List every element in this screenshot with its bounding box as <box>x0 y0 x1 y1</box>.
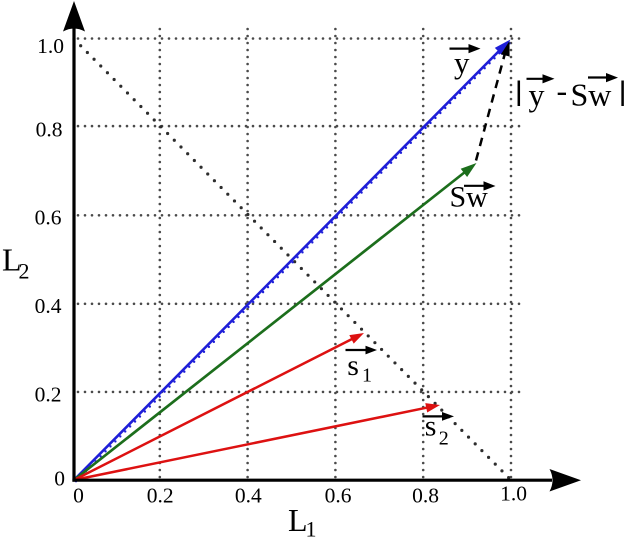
svg-text:L: L <box>288 502 308 537</box>
svg-text:0: 0 <box>54 466 65 490</box>
svg-text:0.6: 0.6 <box>325 483 352 507</box>
svg-text:L: L <box>2 242 22 278</box>
svg-text:0.2: 0.2 <box>147 483 174 507</box>
svg-text:y: y <box>529 77 545 113</box>
svg-text:2: 2 <box>439 427 449 449</box>
svg-text:y: y <box>454 45 470 80</box>
svg-text:0: 0 <box>73 483 84 507</box>
svg-text:1: 1 <box>362 364 372 386</box>
svg-text:1: 1 <box>306 517 317 537</box>
svg-text:-: - <box>557 73 568 109</box>
svg-text:0.8: 0.8 <box>36 117 63 141</box>
svg-text:s: s <box>347 349 359 382</box>
svg-text:0.2: 0.2 <box>35 383 62 407</box>
svg-text:2: 2 <box>19 258 30 283</box>
svg-text:1.0: 1.0 <box>37 34 64 58</box>
svg-text:s: s <box>425 410 437 443</box>
svg-text:0.4: 0.4 <box>235 483 262 507</box>
svg-text:0.6: 0.6 <box>35 205 62 229</box>
svg-text:0.8: 0.8 <box>412 483 439 507</box>
svg-text:0.4: 0.4 <box>35 294 62 318</box>
svg-text:Sw: Sw <box>571 77 612 113</box>
svg-text:1.0: 1.0 <box>500 482 527 506</box>
